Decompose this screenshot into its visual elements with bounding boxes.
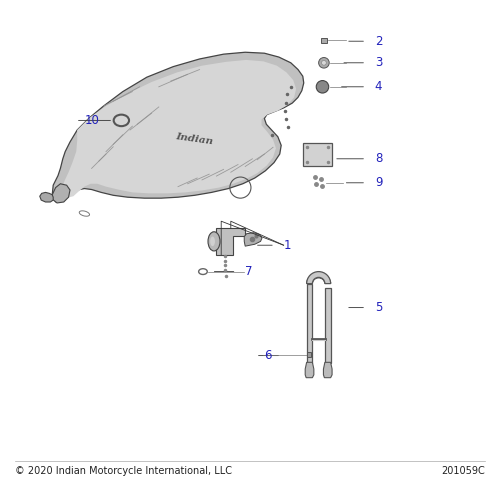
Text: 5: 5 [375,301,382,314]
Text: 2: 2 [375,34,382,48]
Text: 9: 9 [375,176,382,190]
Ellipse shape [210,236,215,246]
Text: © 2020 Indian Motorcycle International, LLC: © 2020 Indian Motorcycle International, … [15,466,232,476]
FancyBboxPatch shape [306,352,312,356]
FancyBboxPatch shape [321,38,327,42]
Polygon shape [52,184,70,203]
FancyBboxPatch shape [303,143,332,166]
Text: 3: 3 [375,56,382,70]
Text: Indian: Indian [176,132,214,146]
Text: 10: 10 [84,114,100,127]
Polygon shape [244,232,262,246]
Polygon shape [305,362,314,378]
Polygon shape [216,228,245,255]
Ellipse shape [208,232,220,251]
Polygon shape [62,60,296,198]
Text: 6: 6 [264,349,272,362]
Polygon shape [52,52,304,202]
Wedge shape [306,272,330,283]
Circle shape [316,80,328,93]
Circle shape [322,60,326,65]
Text: 201059C: 201059C [442,466,485,476]
Polygon shape [306,284,312,363]
Text: 8: 8 [375,152,382,166]
Text: 1: 1 [284,238,291,252]
Circle shape [318,58,329,68]
Polygon shape [324,362,332,378]
Text: 4: 4 [375,80,382,94]
Polygon shape [325,288,330,363]
Polygon shape [40,192,53,202]
Text: 7: 7 [245,265,252,278]
